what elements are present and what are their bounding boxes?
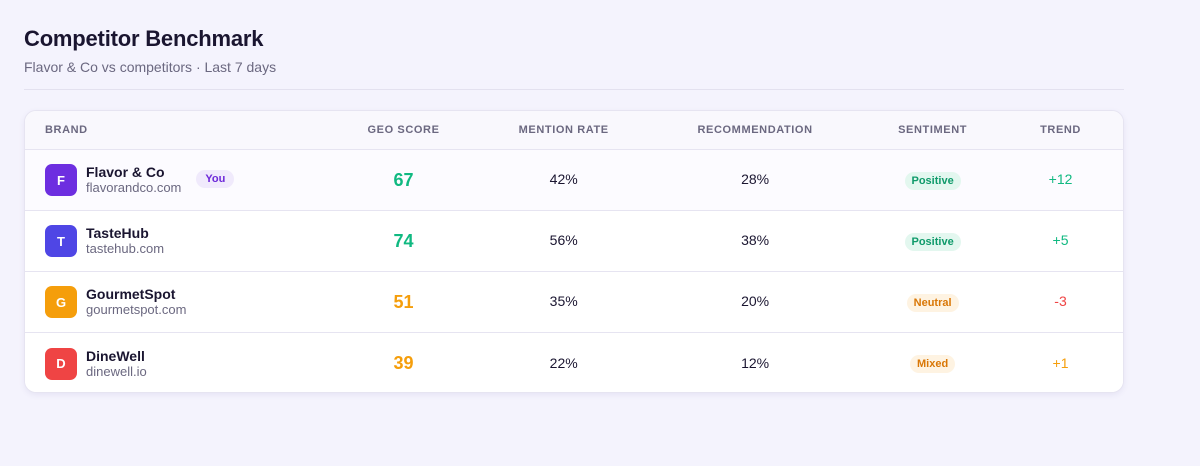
geo-score: 51 xyxy=(393,291,414,312)
brand-name: TasteHub xyxy=(86,225,149,241)
sentiment-badge: Positive xyxy=(904,171,961,190)
brand-avatar: F xyxy=(45,164,77,196)
brand-cell: G GourmetSpot gourmetspot.com xyxy=(25,286,323,318)
page-subtitle: Flavor & Co vs competitors · Last 7 days xyxy=(24,59,277,75)
recommendation-rate: 20% xyxy=(741,293,770,309)
brand-name: GourmetSpot xyxy=(86,286,176,302)
geo-score: 74 xyxy=(393,230,414,251)
column-header-brand[interactable]: Brand xyxy=(45,124,88,136)
recommendation-rate: 38% xyxy=(741,232,770,248)
benchmark-table: Brand GEO Score Mention Rate Recommendat… xyxy=(24,110,1124,393)
table-row[interactable]: F Flavor & Co flavorandco.com You 67 42%… xyxy=(25,150,1123,211)
table-row[interactable]: D DineWell dinewell.io 39 22% 12% Mixed … xyxy=(25,333,1123,392)
table-row[interactable]: G GourmetSpot gourmetspot.com 51 35% 20%… xyxy=(25,272,1123,333)
trend-value: +1 xyxy=(1052,354,1069,371)
sentiment-badge: Mixed xyxy=(910,355,956,373)
table-header: Brand GEO Score Mention Rate Recommendat… xyxy=(25,111,1123,150)
sentiment-badge: Neutral xyxy=(906,293,959,312)
mention-rate: 35% xyxy=(549,293,578,309)
trend-value: +5 xyxy=(1052,232,1069,248)
brand-avatar: T xyxy=(45,225,77,257)
column-header-mention-rate[interactable]: Mention Rate xyxy=(518,124,609,136)
table-row[interactable]: T TasteHub tastehub.com 74 56% 38% Posit… xyxy=(25,211,1123,272)
brand-domain: tastehub.com xyxy=(86,241,165,256)
brand-domain: flavorandco.com xyxy=(86,180,182,195)
brand-cell: D DineWell dinewell.io xyxy=(25,347,323,380)
column-header-sentiment[interactable]: Sentiment xyxy=(898,124,968,136)
column-header-recommendation[interactable]: Recommendation xyxy=(697,124,813,136)
recommendation-rate: 28% xyxy=(741,171,770,187)
brand-avatar: D xyxy=(45,347,77,380)
brand-avatar: G xyxy=(45,286,77,318)
brand-cell: F Flavor & Co flavorandco.com You xyxy=(25,164,323,196)
mention-rate: 56% xyxy=(549,232,578,248)
page-title: Competitor Benchmark xyxy=(24,26,264,51)
brand-domain: dinewell.io xyxy=(86,363,147,379)
geo-score: 39 xyxy=(393,353,414,373)
trend-value: +12 xyxy=(1048,171,1073,187)
mention-rate: 22% xyxy=(549,354,578,371)
mention-rate: 42% xyxy=(549,171,578,187)
column-header-trend[interactable]: Trend xyxy=(1040,124,1081,136)
you-badge: You xyxy=(196,170,235,188)
recommendation-rate: 12% xyxy=(741,354,770,371)
brand-name: DineWell xyxy=(86,347,145,364)
header-divider xyxy=(24,89,1124,90)
brand-cell: T TasteHub tastehub.com xyxy=(25,225,323,257)
brand-domain: gourmetspot.com xyxy=(86,302,187,317)
column-header-geo-score[interactable]: GEO Score xyxy=(367,124,440,136)
trend-value: -3 xyxy=(1054,293,1067,309)
brand-name: Flavor & Co xyxy=(86,164,165,180)
geo-score: 67 xyxy=(393,169,414,190)
sentiment-badge: Positive xyxy=(904,232,961,251)
